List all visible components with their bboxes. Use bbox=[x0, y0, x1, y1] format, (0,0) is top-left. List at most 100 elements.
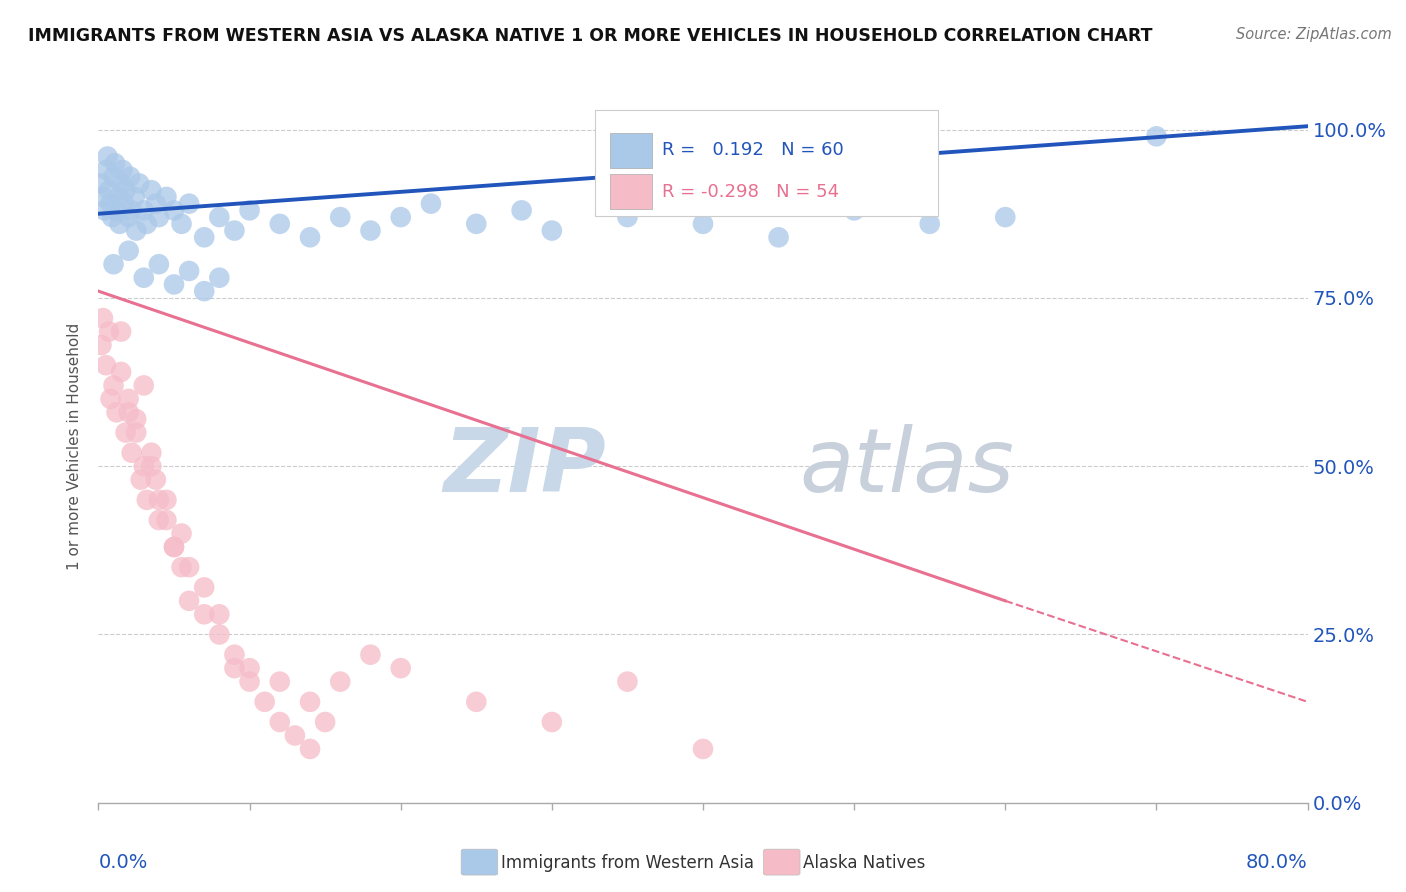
Point bbox=[224, 223, 246, 237]
Point bbox=[155, 492, 177, 507]
Point bbox=[224, 648, 246, 662]
Text: IMMIGRANTS FROM WESTERN ASIA VS ALASKA NATIVE 1 OR MORE VEHICLES IN HOUSEHOLD CO: IMMIGRANTS FROM WESTERN ASIA VS ALASKA N… bbox=[28, 27, 1153, 45]
Point bbox=[329, 674, 352, 689]
Point bbox=[163, 540, 186, 554]
Point bbox=[125, 223, 148, 237]
Point bbox=[994, 210, 1017, 224]
Point bbox=[179, 264, 201, 278]
Point bbox=[118, 210, 141, 224]
Point bbox=[145, 473, 167, 487]
Point bbox=[360, 648, 382, 662]
Point bbox=[112, 196, 135, 211]
Point bbox=[389, 210, 412, 224]
Point bbox=[208, 627, 231, 641]
Point bbox=[110, 325, 132, 339]
Point bbox=[132, 270, 155, 285]
Text: R = -0.298   N = 54: R = -0.298 N = 54 bbox=[662, 183, 839, 201]
Point bbox=[100, 196, 122, 211]
Point bbox=[465, 695, 488, 709]
Point bbox=[110, 177, 132, 191]
Point bbox=[844, 203, 866, 218]
Point bbox=[105, 405, 128, 419]
Point bbox=[132, 378, 155, 392]
Point bbox=[299, 742, 322, 756]
Point bbox=[135, 492, 157, 507]
Point bbox=[239, 203, 262, 218]
Point bbox=[141, 459, 163, 474]
Point bbox=[94, 163, 117, 178]
Point bbox=[179, 196, 201, 211]
Point bbox=[208, 607, 231, 622]
Point bbox=[193, 580, 215, 594]
Point bbox=[145, 196, 167, 211]
Point bbox=[193, 230, 215, 244]
Point bbox=[616, 210, 638, 224]
Point bbox=[269, 217, 291, 231]
Point bbox=[193, 284, 215, 298]
Point bbox=[135, 217, 157, 231]
Point bbox=[179, 594, 201, 608]
Point bbox=[692, 217, 714, 231]
Point bbox=[148, 492, 170, 507]
Point bbox=[91, 311, 114, 326]
Point bbox=[114, 183, 136, 197]
Point bbox=[103, 378, 125, 392]
Point bbox=[132, 459, 155, 474]
Point bbox=[193, 607, 215, 622]
Text: 80.0%: 80.0% bbox=[1246, 853, 1308, 871]
Point bbox=[155, 513, 177, 527]
Point bbox=[541, 223, 564, 237]
Point bbox=[918, 217, 941, 231]
Point bbox=[148, 210, 170, 224]
Point bbox=[101, 210, 124, 224]
Point bbox=[110, 365, 132, 379]
Point bbox=[284, 729, 307, 743]
Point bbox=[118, 405, 141, 419]
Point bbox=[179, 560, 201, 574]
Point bbox=[93, 203, 115, 218]
Point bbox=[360, 223, 382, 237]
Text: R =   0.192   N = 60: R = 0.192 N = 60 bbox=[662, 142, 844, 160]
Point bbox=[124, 190, 146, 204]
Point bbox=[121, 446, 143, 460]
Point bbox=[389, 661, 412, 675]
Point bbox=[510, 203, 533, 218]
Point bbox=[141, 446, 163, 460]
Point bbox=[132, 203, 155, 218]
Point bbox=[616, 674, 638, 689]
Point bbox=[94, 358, 117, 372]
Point bbox=[239, 674, 262, 689]
Point bbox=[163, 203, 186, 218]
Point bbox=[163, 540, 186, 554]
Point bbox=[1146, 129, 1168, 144]
Point bbox=[104, 156, 127, 170]
Point bbox=[253, 695, 276, 709]
Point bbox=[118, 392, 141, 406]
Point bbox=[170, 217, 193, 231]
Point bbox=[90, 338, 112, 352]
Point bbox=[239, 661, 262, 675]
Point bbox=[118, 244, 141, 258]
Point bbox=[105, 203, 128, 218]
Point bbox=[98, 183, 121, 197]
Point bbox=[420, 196, 443, 211]
Point bbox=[768, 230, 790, 244]
Point bbox=[269, 674, 291, 689]
Point bbox=[107, 190, 129, 204]
Point bbox=[224, 661, 246, 675]
Text: 0.0%: 0.0% bbox=[98, 853, 148, 871]
Point bbox=[269, 714, 291, 729]
Point bbox=[125, 412, 148, 426]
Point bbox=[170, 560, 193, 574]
Point bbox=[111, 163, 134, 178]
Point bbox=[299, 230, 322, 244]
Text: Alaska Natives: Alaska Natives bbox=[803, 854, 925, 871]
Point bbox=[148, 513, 170, 527]
Y-axis label: 1 or more Vehicles in Household: 1 or more Vehicles in Household bbox=[67, 322, 83, 570]
Point bbox=[98, 325, 121, 339]
Point bbox=[465, 217, 488, 231]
Point bbox=[103, 257, 125, 271]
Point bbox=[329, 210, 352, 224]
Point bbox=[208, 210, 231, 224]
Text: ZIP: ZIP bbox=[443, 424, 606, 511]
